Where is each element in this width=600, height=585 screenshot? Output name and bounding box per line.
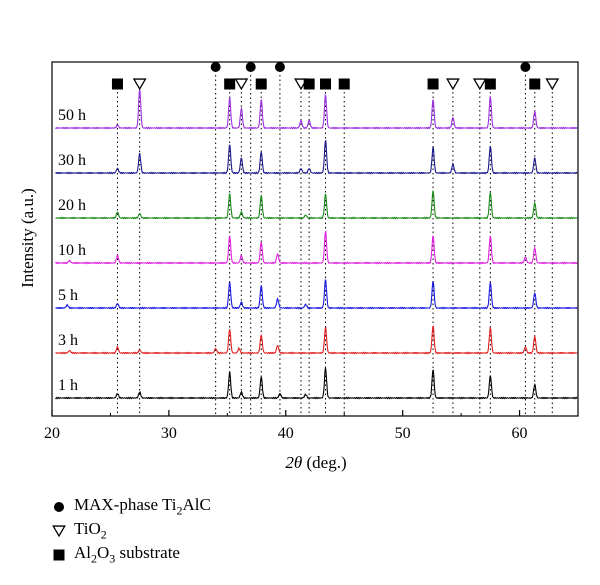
legend-label: Al2O3 substrate bbox=[74, 543, 180, 566]
series-line bbox=[55, 190, 578, 220]
square-marker bbox=[320, 78, 332, 90]
circle-icon bbox=[52, 500, 74, 514]
y-axis-label: Intensity (a.u.) bbox=[18, 188, 37, 288]
legend: MAX-phase Ti2AlC TiO2 Al2O3 substrate bbox=[52, 495, 211, 567]
triangle-marker bbox=[234, 78, 249, 91]
square-marker bbox=[303, 78, 315, 90]
x-ticks: 20 30 40 50 60 bbox=[44, 410, 528, 442]
square-marker bbox=[53, 549, 65, 561]
square-marker bbox=[427, 78, 439, 90]
series-line bbox=[55, 325, 578, 355]
circle-marker bbox=[54, 502, 64, 512]
square-marker bbox=[111, 78, 123, 90]
legend-item: TiO2 bbox=[52, 519, 211, 543]
circle-marker bbox=[274, 62, 285, 72]
legend-item: MAX-phase Ti2AlC bbox=[52, 495, 211, 519]
triangle-icon bbox=[52, 524, 74, 538]
legend-label: MAX-phase Ti2AlC bbox=[74, 495, 211, 518]
series-labels: 1 h 3 h 5 h 10 h 20 h 30 h 50 h bbox=[58, 107, 86, 394]
x-axis-label: 2θ (deg.) bbox=[285, 453, 346, 472]
x-tick-label: 50 bbox=[395, 425, 411, 442]
legend-item: Al2O3 substrate bbox=[52, 543, 211, 567]
circle-marker bbox=[210, 62, 221, 72]
square-marker bbox=[255, 78, 267, 90]
series-label: 5 h bbox=[58, 287, 78, 304]
circle-marker bbox=[245, 62, 256, 72]
x-tick-label: 20 bbox=[44, 425, 60, 442]
series-line bbox=[55, 279, 578, 310]
triangle-marker bbox=[52, 525, 66, 538]
square-marker bbox=[484, 78, 496, 90]
series-label: 10 h bbox=[58, 242, 86, 259]
triangle-marker bbox=[472, 78, 487, 91]
reference-lines bbox=[116, 75, 553, 416]
series-label: 1 h bbox=[58, 377, 78, 394]
square-marker bbox=[224, 78, 236, 90]
square-marker bbox=[529, 78, 541, 90]
series-line bbox=[55, 366, 578, 400]
x-tick-label: 60 bbox=[512, 425, 528, 442]
spectra bbox=[55, 89, 578, 400]
x-tick-label: 40 bbox=[278, 425, 294, 442]
triangle-marker bbox=[545, 78, 560, 91]
plot-frame bbox=[51, 61, 579, 417]
series-line bbox=[55, 89, 578, 130]
series-label: 3 h bbox=[58, 332, 78, 349]
legend-label: TiO2 bbox=[74, 519, 107, 542]
phase-markers bbox=[111, 62, 560, 91]
series-label: 20 h bbox=[58, 197, 86, 214]
triangle-marker bbox=[132, 78, 147, 91]
circle-marker bbox=[520, 62, 531, 72]
series-line bbox=[55, 230, 578, 265]
triangle-marker bbox=[446, 78, 460, 91]
x-tick-label: 30 bbox=[161, 425, 177, 442]
series-line bbox=[55, 139, 578, 175]
square-marker bbox=[338, 78, 350, 90]
series-label: 50 h bbox=[58, 107, 86, 124]
series-label: 30 h bbox=[58, 152, 86, 169]
square-icon bbox=[52, 548, 74, 562]
